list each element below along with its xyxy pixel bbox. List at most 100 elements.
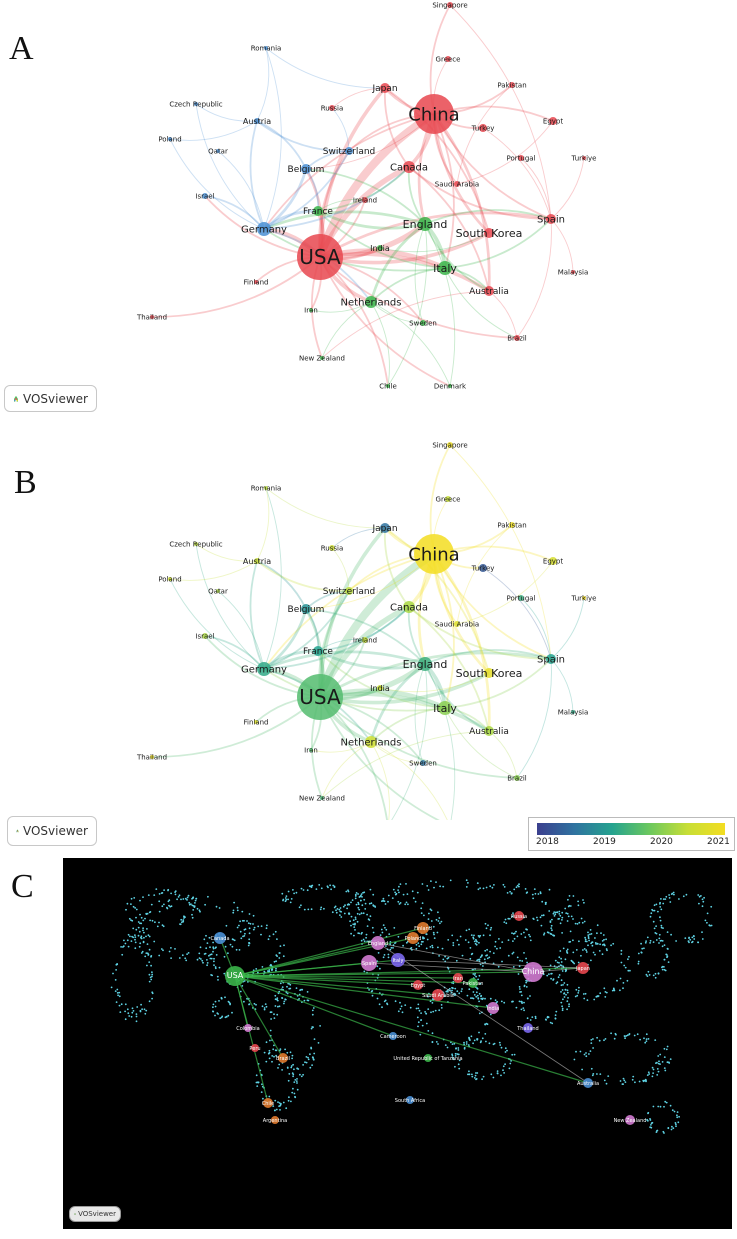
- node-chile-a[interactable]: [386, 384, 390, 388]
- node-qatar-a[interactable]: [216, 149, 220, 153]
- node-spain-b[interactable]: [546, 654, 556, 664]
- node-romania-b[interactable]: [264, 486, 268, 490]
- node-pakistan-b[interactable]: [509, 522, 515, 528]
- node-finland-a[interactable]: [254, 280, 258, 284]
- node-iran-b[interactable]: [309, 748, 313, 752]
- map-node-brazil[interactable]: [278, 1053, 288, 1063]
- node-qatar-b[interactable]: [216, 589, 220, 593]
- node-finland-b[interactable]: [254, 720, 258, 724]
- map-node-thailand[interactable]: [523, 1023, 533, 1033]
- node-romania-a[interactable]: [264, 46, 268, 50]
- node-egypt-a[interactable]: [549, 117, 557, 125]
- map-node-spain[interactable]: [361, 955, 377, 971]
- node-thailand-a[interactable]: [150, 315, 154, 319]
- node-japan-b[interactable]: [380, 523, 390, 533]
- node-canada-b[interactable]: [403, 601, 415, 613]
- map-node-colombia[interactable]: [244, 1024, 252, 1032]
- node-spain-a[interactable]: [546, 214, 556, 224]
- node-england-a[interactable]: [418, 217, 432, 231]
- node-greece-a[interactable]: [445, 56, 451, 62]
- node-new-zealand-b[interactable]: [320, 796, 324, 800]
- node-austria-b[interactable]: [254, 558, 260, 564]
- node-usa-a[interactable]: [297, 234, 343, 280]
- node-france-b[interactable]: [313, 646, 323, 656]
- node-israel-a[interactable]: [202, 193, 208, 199]
- node-malaysia-a[interactable]: [571, 270, 575, 274]
- node-russia-a[interactable]: [329, 105, 335, 111]
- node-ireland-a[interactable]: [362, 197, 368, 203]
- node-turkey-b[interactable]: [479, 564, 487, 572]
- node-brazil-b[interactable]: [514, 775, 520, 781]
- node-france-a[interactable]: [313, 206, 323, 216]
- map-node-chile[interactable]: [263, 1098, 273, 1108]
- node-south-korea-a[interactable]: [484, 228, 494, 238]
- map-node-pakistan[interactable]: [468, 978, 478, 988]
- map-node-italy[interactable]: [391, 953, 405, 967]
- node-czech-republic-b[interactable]: [194, 542, 198, 546]
- node-germany-a[interactable]: [257, 222, 271, 236]
- node-new-zealand-a[interactable]: [320, 356, 324, 360]
- map-node-cameroon[interactable]: [389, 1032, 397, 1040]
- node-portugal-b[interactable]: [518, 595, 524, 601]
- node-austria-a[interactable]: [254, 118, 260, 124]
- node-south-korea-b[interactable]: [484, 668, 494, 678]
- map-node-south-africa[interactable]: [406, 1096, 414, 1104]
- map-node-saudi-arabia[interactable]: [432, 989, 444, 1001]
- node-australia-a[interactable]: [484, 286, 494, 296]
- node-netherlands-b[interactable]: [365, 736, 377, 748]
- node-saudi-arabia-a[interactable]: [454, 181, 460, 187]
- node-turkiye-a[interactable]: [582, 156, 586, 160]
- node-italy-a[interactable]: [438, 261, 452, 275]
- node-poland-b[interactable]: [168, 577, 172, 581]
- map-node-egypt[interactable]: [413, 980, 423, 990]
- node-russia-b[interactable]: [329, 545, 335, 551]
- node-usa-b[interactable]: [297, 674, 343, 720]
- node-singapore-b[interactable]: [447, 442, 453, 448]
- node-egypt-b[interactable]: [549, 557, 557, 565]
- node-switzerland-a[interactable]: [345, 147, 353, 155]
- node-england-b[interactable]: [418, 657, 432, 671]
- node-denmark-a[interactable]: [448, 384, 452, 388]
- node-india-b[interactable]: [377, 685, 383, 691]
- map-node-argentina[interactable]: [271, 1116, 279, 1124]
- node-netherlands-a[interactable]: [365, 296, 377, 308]
- map-node-japan[interactable]: [577, 962, 589, 974]
- node-japan-a[interactable]: [380, 83, 390, 93]
- node-iran-a[interactable]: [309, 308, 313, 312]
- map-node-tanzania[interactable]: [424, 1054, 432, 1062]
- node-switzerland-b[interactable]: [345, 587, 353, 595]
- node-greece-b[interactable]: [445, 496, 451, 502]
- node-italy-b[interactable]: [438, 701, 452, 715]
- node-singapore-a[interactable]: [447, 2, 453, 8]
- map-node-india[interactable]: [487, 1002, 499, 1014]
- node-china-b[interactable]: [414, 534, 454, 574]
- node-portugal-a[interactable]: [518, 155, 524, 161]
- node-israel-b[interactable]: [202, 633, 208, 639]
- node-brazil-a[interactable]: [514, 335, 520, 341]
- map-node-australia[interactable]: [583, 1078, 593, 1088]
- node-belgium-b[interactable]: [301, 604, 311, 614]
- node-china-a[interactable]: [414, 94, 454, 134]
- node-australia-b[interactable]: [484, 726, 494, 736]
- map-node-new-zealand[interactable]: [625, 1115, 635, 1125]
- node-india-a[interactable]: [377, 245, 383, 251]
- map-node-russia[interactable]: [514, 911, 524, 921]
- map-node-peru[interactable]: [251, 1044, 259, 1052]
- node-poland-a[interactable]: [168, 137, 172, 141]
- map-node-usa[interactable]: [225, 966, 245, 986]
- node-turkiye-b[interactable]: [582, 596, 586, 600]
- node-turkey-a[interactable]: [479, 124, 487, 132]
- map-node-poland[interactable]: [407, 932, 419, 944]
- node-czech-republic-a[interactable]: [194, 102, 198, 106]
- node-saudi-arabia-b[interactable]: [454, 621, 460, 627]
- node-malaysia-b[interactable]: [571, 710, 575, 714]
- node-sweden-b[interactable]: [420, 760, 426, 766]
- map-node-canada[interactable]: [214, 932, 226, 944]
- map-node-china[interactable]: [523, 962, 543, 982]
- node-germany-b[interactable]: [257, 662, 271, 676]
- node-canada-a[interactable]: [403, 161, 415, 173]
- node-belgium-a[interactable]: [301, 164, 311, 174]
- node-sweden-a[interactable]: [420, 320, 426, 326]
- node-ireland-b[interactable]: [362, 637, 368, 643]
- node-pakistan-a[interactable]: [509, 82, 515, 88]
